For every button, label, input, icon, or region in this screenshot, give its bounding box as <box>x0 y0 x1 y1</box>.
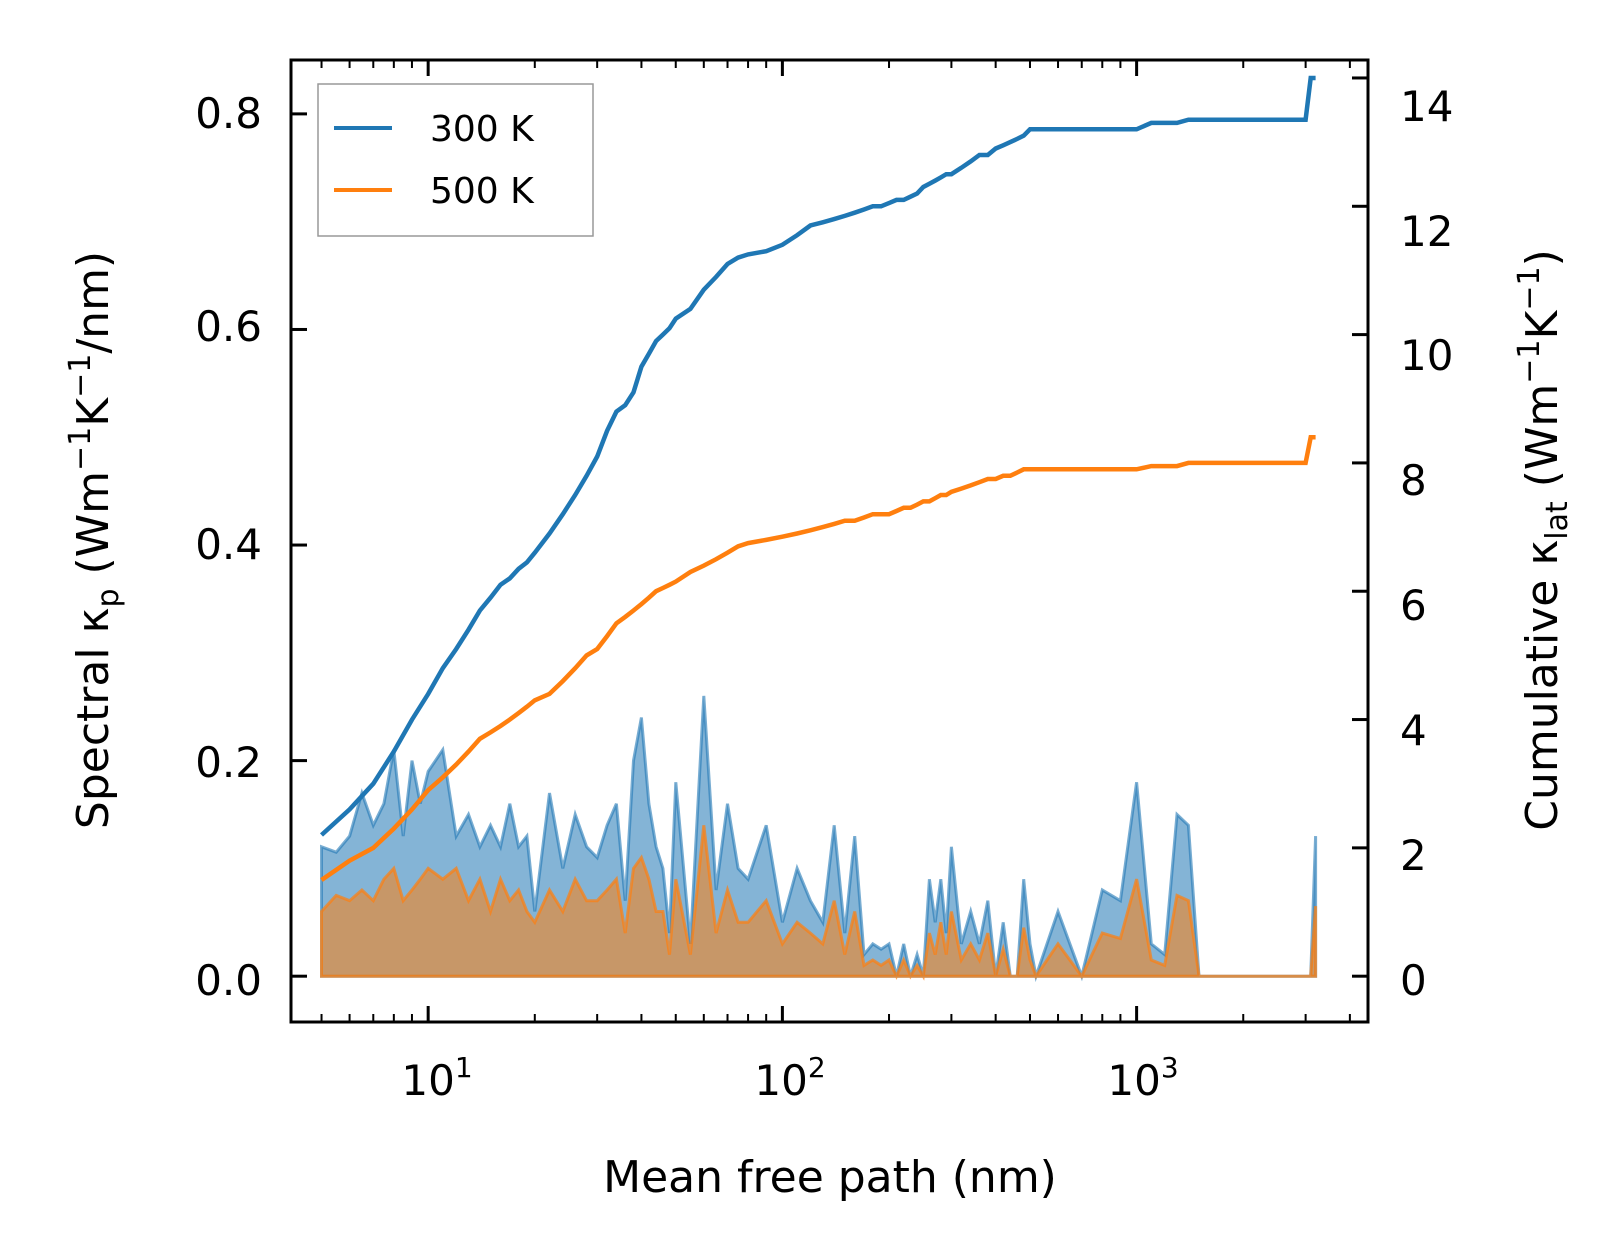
cumulative-lines <box>319 75 1316 882</box>
y-right-tick-7: 14 <box>1400 82 1453 131</box>
legend-label-500k: 500 K <box>430 171 535 212</box>
cumulative-line-500k <box>320 435 1316 882</box>
cumulative-line-300k <box>319 75 1316 837</box>
legend: 300 K 500 K <box>317 83 594 237</box>
y-right-tick-5: 10 <box>1400 331 1453 380</box>
x-tick-label-100: 102 <box>754 1051 825 1105</box>
y-right-tick-1: 2 <box>1400 831 1427 880</box>
legend-box <box>317 83 594 237</box>
y-right-axis-label: Cumulative κlat (Wm−1K−1) <box>1512 249 1575 831</box>
y-left-tick-1: 0.2 <box>195 738 262 787</box>
x-tick-label-1000: 103 <box>1107 1051 1178 1105</box>
legend-label-300k: 300 K <box>430 109 535 150</box>
y-right-tick-2: 4 <box>1400 706 1427 755</box>
x-axis-label: Mean free path (nm) <box>603 1152 1057 1203</box>
x-tick-labels: 101 102 103 <box>401 1051 1178 1105</box>
y-left-tick-0: 0.0 <box>195 956 262 1005</box>
axis-ticks <box>291 60 1368 1022</box>
y-left-tick-labels: 0.0 0.2 0.4 0.6 0.8 <box>195 89 262 1005</box>
y-right-tick-6: 12 <box>1400 207 1453 256</box>
plot-frame <box>289 58 1370 1024</box>
y-left-tick-2: 0.4 <box>195 520 262 569</box>
y-right-tick-0: 0 <box>1400 956 1427 1005</box>
y-left-tick-3: 0.6 <box>195 302 262 351</box>
x-tick-label-10: 101 <box>401 1051 472 1105</box>
y-left-tick-4: 0.8 <box>195 89 262 138</box>
y-right-tick-3: 6 <box>1400 581 1427 630</box>
spectral-fills <box>320 695 1318 983</box>
y-left-axis-label: Spectral κp (Wm−1K−1/nm) <box>63 251 126 829</box>
y-right-tick-labels: 0 2 4 6 8 10 12 14 <box>1400 82 1453 1005</box>
y-right-tick-4: 8 <box>1400 456 1427 505</box>
spectral-area-500k <box>320 825 1318 981</box>
